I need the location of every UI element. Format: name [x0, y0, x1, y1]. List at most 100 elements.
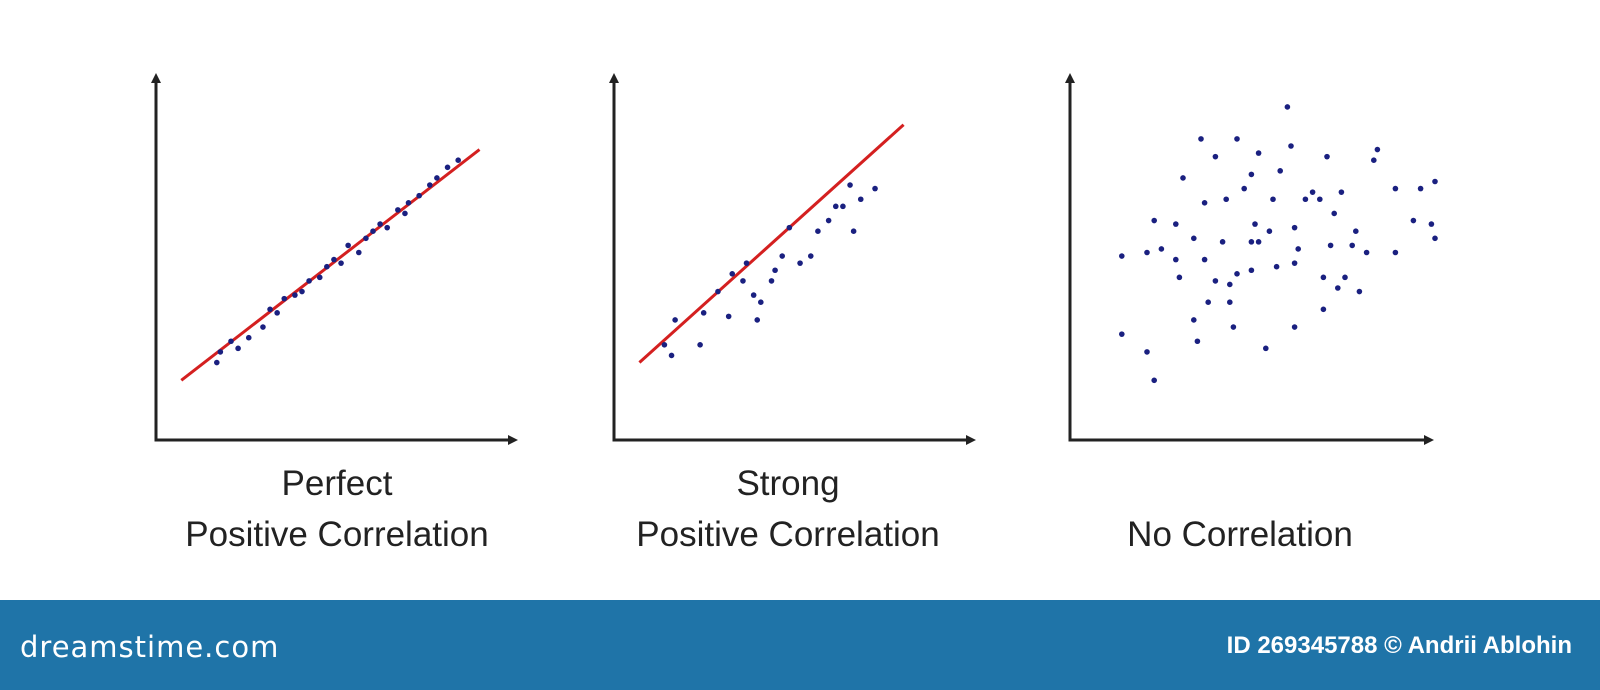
- strong-point-2: [672, 317, 678, 323]
- none-point-38: [1277, 168, 1283, 174]
- none-point-10: [1180, 175, 1186, 181]
- perfect-point-19: [370, 228, 376, 234]
- none-point-24: [1230, 324, 1237, 330]
- none-point-43: [1291, 324, 1298, 330]
- strong-point-23: [847, 182, 853, 188]
- strong-point-18: [807, 253, 814, 259]
- none-point-14: [1198, 136, 1204, 142]
- none-point-18: [1212, 153, 1219, 160]
- none-point-52: [1331, 210, 1337, 217]
- footer-credit: ID 269345788 © Andrii Ablohin: [1226, 632, 1572, 659]
- none-point-13: [1194, 338, 1201, 345]
- none-point-61: [1374, 146, 1381, 153]
- none-point-51: [1327, 242, 1334, 249]
- perfect-point-0: [214, 359, 220, 366]
- perfect-point-10: [299, 288, 305, 295]
- strong-point-6: [725, 313, 732, 320]
- perfect-point-7: [274, 310, 280, 316]
- none-point-20: [1219, 239, 1226, 245]
- none-point-65: [1417, 185, 1424, 192]
- footer-bar: dreamstime.com ID 269345788 © Andrii Abl…: [0, 600, 1600, 690]
- strong-point-13: [768, 278, 775, 284]
- perfect-point-15: [338, 260, 344, 266]
- none-point-46: [1309, 189, 1316, 195]
- none-point-32: [1255, 239, 1262, 245]
- none-point-47: [1317, 196, 1323, 203]
- none-point-5: [1151, 377, 1157, 384]
- perfect-point-28: [444, 164, 451, 171]
- none-point-45: [1302, 196, 1309, 203]
- caption-perfect: Perfect Positive Correlation: [107, 458, 567, 560]
- none-point-21: [1223, 196, 1229, 203]
- none-point-16: [1201, 256, 1208, 263]
- none-point-54: [1338, 189, 1345, 195]
- strong-point-8: [740, 278, 746, 284]
- perfect-point-17: [356, 249, 362, 256]
- none-point-15: [1201, 200, 1208, 206]
- perfect-point-21: [384, 224, 391, 231]
- none-point-0: [1119, 253, 1125, 259]
- perfect-point-1: [217, 349, 224, 355]
- footer-brand-logo[interactable]: dreamstime.com: [20, 630, 280, 664]
- strong-point-7: [729, 271, 736, 277]
- none-point-58: [1356, 288, 1363, 295]
- strong-point-3: [697, 342, 703, 348]
- none-point-59: [1363, 249, 1370, 256]
- perfect-point-6: [267, 306, 273, 313]
- perfect-point-2: [228, 338, 234, 345]
- none-point-23: [1227, 299, 1233, 306]
- strong-point-10: [750, 292, 757, 298]
- none-point-42: [1291, 260, 1298, 266]
- perfect-point-16: [345, 242, 351, 249]
- none-point-22: [1227, 281, 1233, 288]
- perfect-point-29: [455, 157, 462, 163]
- none-point-41: [1291, 224, 1298, 231]
- perfect-point-18: [363, 235, 369, 242]
- perfect-trend-line: [180, 148, 481, 382]
- charts-canvas: [151, 73, 1438, 445]
- none-point-50: [1324, 153, 1330, 160]
- strong-point-26: [872, 185, 878, 192]
- none-point-62: [1392, 185, 1399, 192]
- none-point-31: [1252, 221, 1258, 227]
- none-point-27: [1241, 185, 1247, 192]
- strong-point-22: [840, 203, 846, 210]
- none-point-39: [1284, 104, 1291, 110]
- strong-point-0: [661, 342, 668, 348]
- none-point-63: [1392, 249, 1399, 256]
- perfect-point-12: [316, 274, 323, 281]
- perfect-point-25: [416, 192, 422, 199]
- strong-point-24: [850, 228, 857, 234]
- none-point-9: [1176, 274, 1183, 281]
- caption-perfect-line1: Perfect: [281, 464, 393, 503]
- strong-point-5: [715, 288, 721, 295]
- none-point-28: [1248, 171, 1255, 178]
- none-point-53: [1335, 285, 1341, 291]
- none-point-60: [1371, 157, 1377, 163]
- none-point-68: [1432, 178, 1438, 185]
- none-point-17: [1205, 299, 1211, 306]
- none-point-57: [1353, 228, 1359, 234]
- caption-strong-line2: Positive Correlation: [636, 515, 940, 554]
- caption-none: No Correlation: [1010, 509, 1470, 560]
- caption-none-line1: No Correlation: [1127, 515, 1353, 554]
- perfect-point-5: [260, 324, 266, 330]
- none-point-19: [1212, 278, 1219, 284]
- strong-point-1: [668, 352, 675, 359]
- none-point-29: [1248, 239, 1255, 245]
- none-point-12: [1191, 317, 1197, 323]
- none-point-37: [1273, 263, 1280, 270]
- none-point-6: [1158, 246, 1165, 252]
- none-point-11: [1191, 235, 1197, 242]
- strong-point-15: [779, 253, 786, 259]
- perfect-point-3: [235, 345, 241, 352]
- strong-trend-line: [638, 123, 905, 364]
- strong-point-20: [825, 217, 832, 224]
- none-point-35: [1266, 228, 1273, 234]
- perfect-point-27: [434, 175, 440, 181]
- none-point-30: [1248, 267, 1255, 274]
- none-point-3: [1144, 349, 1150, 355]
- none-point-7: [1173, 221, 1179, 227]
- none-point-48: [1320, 274, 1327, 281]
- none-point-56: [1349, 242, 1355, 249]
